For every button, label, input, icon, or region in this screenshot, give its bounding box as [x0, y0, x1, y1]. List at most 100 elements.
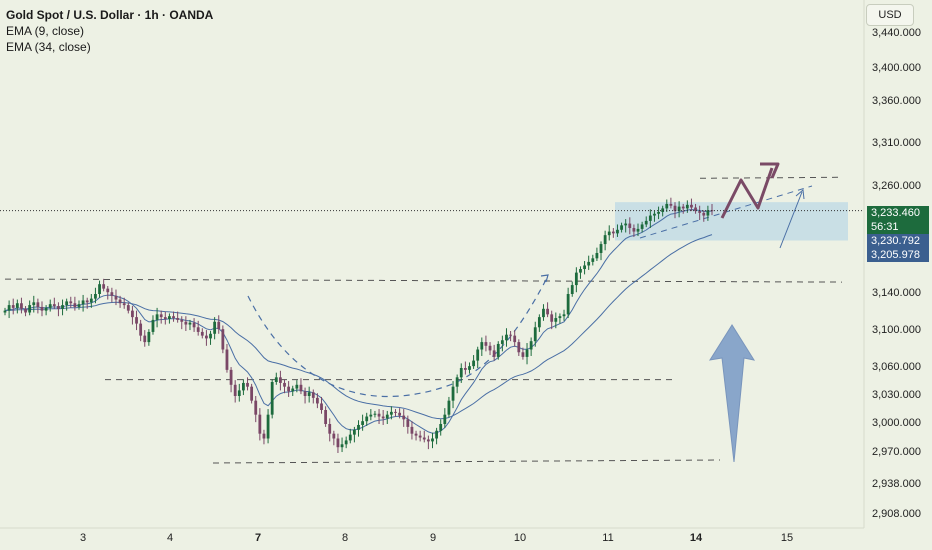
y-tick-label: 3,360.000 — [872, 95, 921, 107]
x-tick-label: 10 — [513, 532, 527, 544]
candle-body — [603, 235, 607, 245]
candle-body — [106, 288, 110, 293]
candle-body — [410, 426, 414, 434]
x-tick-label: 4 — [166, 532, 174, 544]
candle-body — [180, 319, 184, 322]
candle-body — [587, 261, 591, 266]
candle-body — [521, 352, 525, 357]
x-tick-label: 14 — [689, 532, 703, 544]
candle-body — [274, 377, 278, 382]
candle-body — [653, 213, 656, 216]
candle-body — [168, 316, 171, 319]
currency-button[interactable]: USD — [866, 4, 914, 26]
candle-body — [172, 316, 175, 319]
candle-body — [459, 368, 463, 378]
candle-body — [102, 284, 106, 289]
candle-body — [431, 438, 434, 442]
candle-body — [529, 341, 533, 350]
candle-body — [648, 215, 652, 221]
candle-body — [463, 368, 467, 370]
candle-body — [126, 305, 130, 311]
candle-body — [36, 302, 40, 307]
candle-body — [52, 304, 56, 307]
candle-body — [513, 335, 517, 343]
candle-body — [48, 304, 52, 308]
candle-body — [295, 384, 299, 389]
candle-body — [357, 424, 360, 430]
cup-curve — [247, 275, 549, 398]
candle-body — [324, 410, 328, 424]
candle-body — [229, 369, 233, 385]
candle-body — [89, 298, 93, 303]
candle-body — [28, 305, 32, 313]
candle-body — [599, 244, 603, 253]
x-tick-label: 11 — [602, 532, 614, 544]
forecast-thin-arrow — [779, 191, 803, 249]
candle-body — [525, 349, 529, 357]
candle-body — [217, 321, 221, 330]
candle-body — [262, 433, 266, 439]
candle-body — [85, 300, 89, 303]
candle-body — [340, 444, 344, 448]
candle-body — [694, 207, 697, 212]
candle-body — [546, 308, 549, 315]
candle-body — [254, 400, 258, 415]
candle-body — [40, 306, 44, 311]
candle-body — [287, 386, 291, 392]
candle-body — [147, 331, 151, 343]
candle-body — [192, 322, 196, 328]
candle-body — [690, 204, 693, 208]
candle-body — [394, 411, 397, 413]
candle-body — [398, 412, 402, 416]
x-tick-label: 15 — [780, 532, 794, 544]
candle-body — [451, 386, 455, 401]
candle-body — [435, 430, 438, 439]
ema-slow-label: EMA (34, close) — [6, 40, 91, 54]
candle-body — [143, 335, 147, 343]
big-up-arrow — [708, 324, 756, 463]
candle-body — [7, 305, 11, 311]
y-tick-label: 3,000.000 — [872, 417, 921, 429]
candle-body — [307, 392, 311, 396]
candle-body — [665, 203, 669, 209]
candle-body — [681, 206, 685, 209]
candle-body — [406, 419, 410, 427]
candle-body — [258, 414, 262, 434]
y-tick-label: 3,030.000 — [872, 389, 921, 401]
candle-body — [611, 231, 615, 234]
candle-body — [242, 382, 245, 391]
candle-body — [706, 210, 710, 216]
candle-body — [574, 272, 578, 286]
candle-body — [669, 203, 673, 206]
candle-body — [595, 252, 599, 259]
candle-body — [159, 314, 163, 318]
candle-body — [344, 440, 348, 445]
candle-body — [484, 342, 488, 346]
candle-body — [550, 314, 554, 322]
candle-body — [517, 342, 521, 353]
candle-body — [673, 205, 677, 212]
candle-body — [385, 414, 389, 419]
candle-body — [291, 388, 295, 392]
candle-body — [32, 302, 36, 306]
candle-body — [110, 292, 114, 296]
candle-body — [657, 211, 660, 214]
candle-body — [389, 411, 393, 415]
candle-body — [418, 435, 422, 438]
candle-body — [677, 206, 681, 212]
x-tick-label: 9 — [429, 532, 437, 544]
support-level-line — [4, 278, 843, 283]
candle-body — [583, 265, 586, 270]
y-tick-label: 3,140.000 — [872, 287, 921, 299]
candle-body — [636, 228, 640, 232]
candle-body — [439, 424, 443, 431]
y-tick-label: 3,310.000 — [872, 137, 921, 149]
candle-body — [15, 303, 19, 308]
y-tick-label: 2,970.000 — [872, 446, 921, 458]
candle-body — [11, 305, 15, 308]
candle-body — [283, 382, 286, 387]
candle-body — [77, 304, 81, 307]
zigzag-arrowhead — [760, 162, 780, 179]
candle-body — [65, 301, 69, 306]
